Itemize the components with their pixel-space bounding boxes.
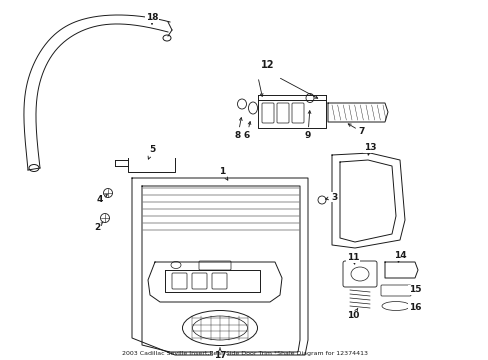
Text: 17: 17 (213, 348, 226, 360)
Text: 6: 6 (244, 122, 250, 139)
Text: 2: 2 (94, 222, 103, 233)
Text: 1: 1 (219, 167, 227, 180)
Text: 11: 11 (346, 253, 359, 264)
Text: 3: 3 (325, 193, 336, 202)
Text: 5: 5 (148, 145, 155, 159)
Text: 12: 12 (261, 60, 274, 70)
Text: 18: 18 (145, 13, 158, 24)
Text: 2003 Cadillac Seville Insert,Rear Side Door Trim *Shale Diagram for 12374413: 2003 Cadillac Seville Insert,Rear Side D… (121, 351, 367, 356)
Text: 8: 8 (234, 118, 242, 139)
Text: 9: 9 (304, 111, 310, 139)
Text: 14: 14 (393, 252, 406, 262)
Text: 13: 13 (363, 144, 375, 155)
Text: 15: 15 (408, 285, 420, 294)
Text: 7: 7 (347, 124, 365, 136)
Text: 10: 10 (346, 308, 359, 320)
Text: 16: 16 (408, 303, 420, 312)
Text: 4: 4 (97, 194, 107, 204)
